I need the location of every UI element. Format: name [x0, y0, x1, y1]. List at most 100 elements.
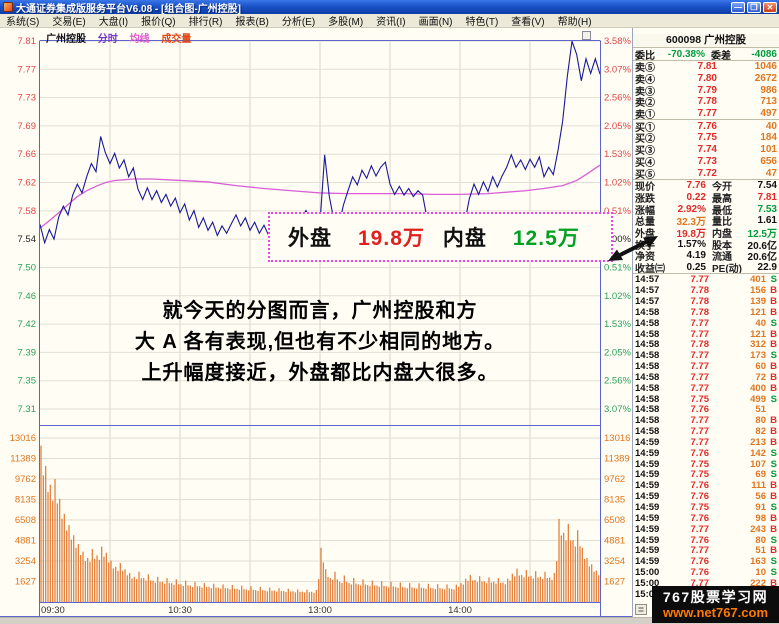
info-label: 现价	[635, 182, 655, 194]
ask-price: 7.77	[697, 108, 717, 120]
svg-text:0.00%: 0.00%	[604, 234, 631, 245]
trade-volume: 51	[755, 545, 766, 557]
menu-item[interactable]: 画面(N)	[418, 17, 453, 28]
weibi-label: 委比	[635, 50, 655, 62]
trade-direction-flag: B	[770, 436, 777, 448]
trade-row: 14:58 7.77 121 B	[633, 329, 779, 340]
menu-item[interactable]: 报价(Q)	[141, 17, 176, 28]
trade-direction-flag: B	[770, 306, 777, 318]
trade-direction-flag: B	[770, 491, 777, 503]
close-button[interactable]: ✕	[763, 1, 777, 13]
trade-direction-flag: B	[770, 512, 777, 524]
menu-item[interactable]: 排行(R)	[188, 17, 223, 28]
trade-row: 14:58 7.78 121 B	[633, 307, 779, 318]
trade-row: 14:59 7.77 51 B	[633, 545, 779, 556]
svg-text:1627: 1627	[604, 577, 625, 588]
trade-time: 14:58	[635, 426, 660, 438]
trade-time: 14:59	[635, 523, 660, 535]
trade-row: 14:59 7.77 213 B	[633, 437, 779, 448]
outer-volume-label: 外盘	[288, 227, 332, 250]
ask-level-label: 卖②	[635, 98, 655, 110]
trade-time: 14:58	[635, 339, 660, 351]
menu-item[interactable]: 查看(V)	[511, 17, 545, 28]
minimize-button[interactable]: —	[731, 1, 745, 13]
bid-row: 买② 7.75 184	[633, 132, 779, 145]
info-label: 外盘	[635, 228, 655, 240]
trade-row: 14:59 7.75 107 S	[633, 459, 779, 470]
svg-text:13016: 13016	[604, 433, 630, 444]
trade-price: 7.77	[690, 415, 710, 427]
menu-item[interactable]: 系统(S)	[6, 17, 40, 28]
trade-row: 14:57 7.78 139 B	[633, 296, 779, 307]
svg-text:2.56%: 2.56%	[604, 376, 631, 387]
menu-item[interactable]: 资讯(I)	[376, 17, 406, 28]
info-value: 32.3万	[676, 217, 706, 229]
trade-row: 14:57 7.78 156 B	[633, 285, 779, 296]
svg-text:8135: 8135	[604, 495, 625, 506]
menu-item[interactable]: 交易(E)	[52, 17, 86, 28]
info-row: 总量 32.3万 量比 1.61	[633, 215, 779, 229]
bid-row: 买③ 7.74 101	[633, 144, 779, 157]
restore-button[interactable]: ❐	[747, 1, 761, 13]
bid-price: 7.75	[697, 132, 717, 144]
info-row: 换手 1.57% 股本 20.6亿	[633, 238, 779, 252]
svg-text:7.62: 7.62	[18, 178, 37, 189]
ask-level-label: 卖④	[635, 75, 655, 87]
trade-row: 14:58 7.77 400 B	[633, 383, 779, 394]
trade-row: 14:58 7.76 51	[633, 404, 779, 415]
trade-detail-tab-icon[interactable]: ≣	[635, 604, 647, 615]
svg-text:09:30: 09:30	[41, 605, 65, 616]
trade-row: 15:00 7.77 222 B	[633, 578, 779, 589]
trade-direction-flag: B	[770, 328, 777, 340]
trade-row: 15:00	[633, 589, 779, 600]
svg-text:2.05%: 2.05%	[604, 121, 631, 132]
watermark: 767股票学习网 www.net767.com	[652, 586, 779, 623]
chart-area: 7.81 7.77 7.73 7.69 7.66 7.62 7.58 7.54 7.50 7.46…	[0, 28, 632, 617]
trade-tick-list[interactable]: 14:57 7.77 401 S 14:57 7.78 156 B 14:57 7.78 139 B 1…	[633, 273, 779, 617]
menu-item[interactable]: 大盘(I)	[98, 17, 129, 28]
trade-price: 7.77	[690, 577, 710, 589]
info-label: 股本	[712, 240, 732, 252]
svg-text:11389: 11389	[604, 454, 630, 465]
info-value: 7.81	[757, 191, 777, 203]
ask-price: 7.81	[697, 61, 717, 73]
svg-text:7.66: 7.66	[18, 149, 37, 160]
trade-time: 14:59	[635, 534, 660, 546]
title-bar: 大通证券集成版服务平台V6.08 - [组合图-广州控股] — ❐ ✕	[0, 0, 779, 15]
stock-code-name[interactable]: 600098 广州控股	[633, 34, 779, 48]
menu-item[interactable]: 多股(M)	[328, 17, 364, 28]
svg-text:14:00: 14:00	[448, 605, 472, 616]
app-icon	[3, 2, 13, 12]
legend-minute-line[interactable]: 分时	[97, 34, 118, 45]
legend-average-line[interactable]: 均线	[129, 34, 150, 45]
bid-volume: 656	[760, 155, 777, 167]
info-row: 收益㈢ 0.25 PE(动) 22.9	[633, 262, 779, 275]
trade-time: 14:58	[635, 371, 660, 383]
bid-price: 7.72	[697, 167, 717, 179]
menu-item[interactable]: 帮助(H)	[557, 17, 592, 28]
trade-time: 14:59	[635, 469, 660, 481]
menu-item[interactable]: 特色(T)	[465, 17, 499, 28]
trade-price: 7.77	[690, 382, 710, 394]
weibi-value: -70.38%	[667, 48, 705, 60]
trade-row: 14:59 7.76 80 S	[633, 535, 779, 546]
trade-price: 7.76	[690, 447, 710, 459]
trade-volume: 173	[750, 350, 766, 362]
quote-panel: 600098 广州控股 委比 -70.38% 委差 -4086 卖⑤ 7.81 10…	[632, 28, 779, 617]
svg-text:7.69: 7.69	[18, 121, 37, 132]
svg-text:3254: 3254	[15, 556, 36, 567]
weicha-label: 委差	[711, 50, 731, 62]
trade-volume: 56	[755, 491, 766, 503]
menu-item[interactable]: 报表(B)	[235, 17, 269, 28]
menu-item[interactable]: 分析(E)	[281, 17, 316, 28]
trade-row: 14:59 7.75 91 S	[633, 502, 779, 513]
trade-price: 7.75	[690, 458, 710, 470]
ask-level-label: 卖③	[635, 86, 655, 98]
timeshare-chart: 7.81 7.77 7.73 7.69 7.66 7.62 7.58 7.54 7.50 7.46…	[0, 36, 632, 617]
trade-volume: 98	[755, 512, 766, 524]
ask-level-label: 卖⑤	[635, 63, 655, 75]
legend-volume[interactable]: 成交量	[161, 34, 192, 45]
pane-expand-icon[interactable]	[582, 31, 591, 40]
info-row: 涨跌 0.22 最高 7.81	[633, 191, 779, 205]
bid-row: 买⑤ 7.72 47	[633, 167, 779, 181]
